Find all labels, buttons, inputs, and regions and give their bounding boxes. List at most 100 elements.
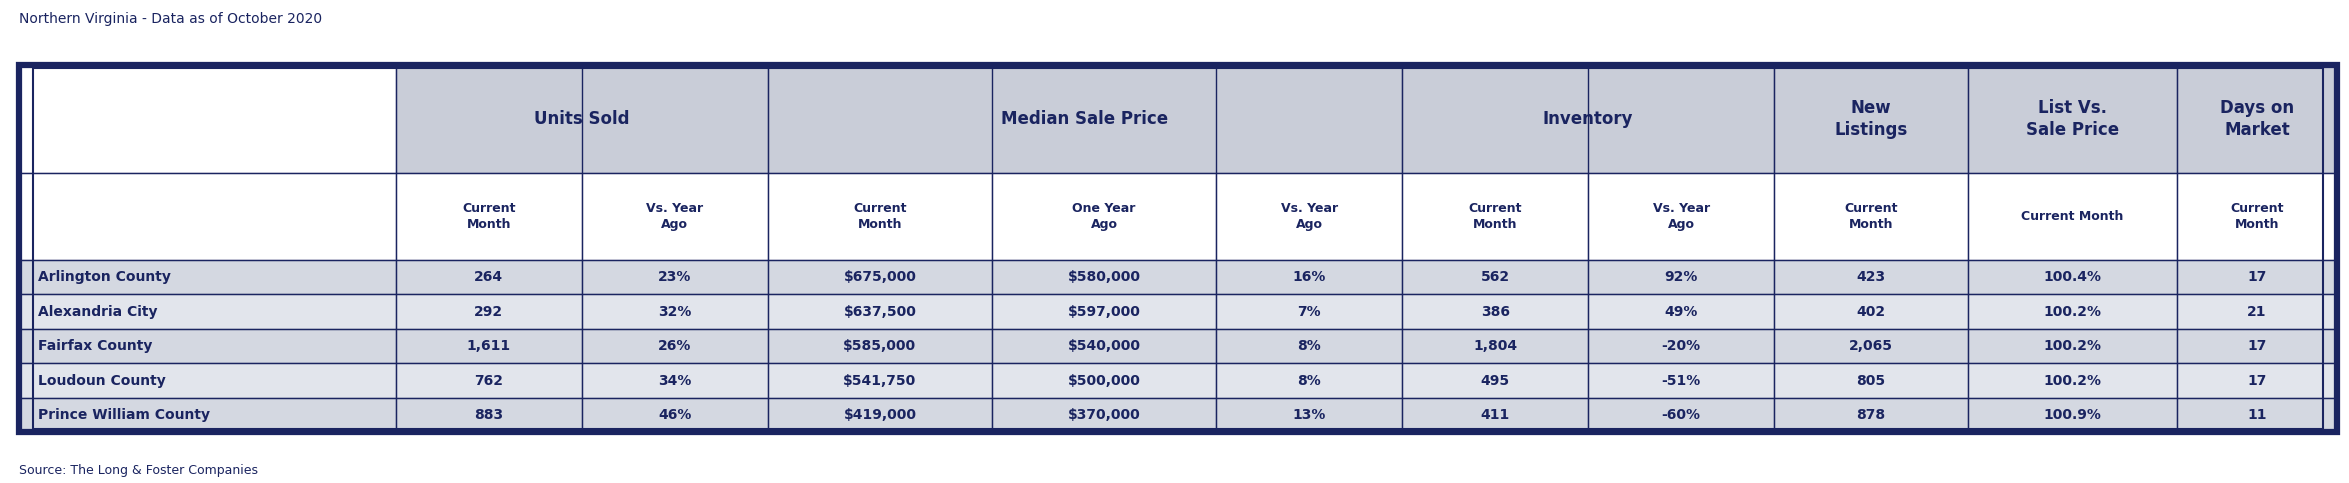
Bar (2178, 363, 2337, 398)
Bar (1588, 260, 1773, 294)
Bar (991, 294, 1217, 329)
Text: 8%: 8% (1297, 339, 1320, 353)
Bar (19, 363, 397, 398)
Text: 34%: 34% (658, 373, 691, 387)
Bar (1588, 173, 1773, 260)
Bar (1588, 329, 1773, 363)
Text: 8%: 8% (1297, 373, 1320, 387)
Bar (1217, 363, 1402, 398)
Text: Prince William County: Prince William County (38, 408, 209, 422)
Bar (1773, 65, 1968, 173)
Text: 292: 292 (474, 304, 503, 318)
Bar (1588, 363, 1773, 398)
Bar (2178, 173, 2337, 260)
Bar (1402, 65, 1773, 173)
Bar (2178, 294, 2337, 329)
Bar (1402, 363, 1588, 398)
Text: 1,804: 1,804 (1473, 339, 1517, 353)
Text: Fairfax County: Fairfax County (38, 339, 153, 353)
Text: 402: 402 (1856, 304, 1886, 318)
Text: Vs. Year
Ago: Vs. Year Ago (1654, 202, 1710, 231)
Bar (33, 68, 2323, 429)
Bar (1968, 398, 2178, 432)
Text: Inventory: Inventory (1543, 110, 1633, 128)
Bar (1968, 294, 2178, 329)
Text: 17: 17 (2248, 339, 2267, 353)
Bar (397, 65, 768, 173)
Bar (19, 173, 397, 260)
Bar (583, 260, 768, 294)
Text: $580,000: $580,000 (1069, 270, 1142, 284)
Bar (2178, 260, 2337, 294)
Text: 100.2%: 100.2% (2044, 304, 2102, 318)
Text: 883: 883 (474, 408, 503, 422)
Bar (1217, 173, 1402, 260)
Bar (583, 363, 768, 398)
Text: $637,500: $637,500 (843, 304, 916, 318)
Bar (583, 329, 768, 363)
Text: 7%: 7% (1297, 304, 1320, 318)
Bar (768, 173, 991, 260)
Bar (1217, 329, 1402, 363)
Text: 100.4%: 100.4% (2044, 270, 2102, 284)
Bar (1588, 294, 1773, 329)
Text: 264: 264 (474, 270, 503, 284)
Text: -51%: -51% (1661, 373, 1701, 387)
Text: Northern Virginia - Data as of October 2020: Northern Virginia - Data as of October 2… (19, 12, 322, 26)
Text: One Year
Ago: One Year Ago (1073, 202, 1137, 231)
Text: Median Sale Price: Median Sale Price (1001, 110, 1167, 128)
Bar (19, 294, 397, 329)
Bar (397, 398, 583, 432)
Bar (1588, 398, 1773, 432)
Bar (397, 173, 583, 260)
Bar (768, 398, 991, 432)
Bar (19, 65, 397, 173)
Text: List Vs.
Sale Price: List Vs. Sale Price (2025, 99, 2119, 140)
Bar (2178, 398, 2337, 432)
Text: 762: 762 (474, 373, 503, 387)
Text: Current
Month: Current Month (2229, 202, 2283, 231)
Text: Alexandria City: Alexandria City (38, 304, 157, 318)
Bar (19, 398, 397, 432)
Bar (1968, 260, 2178, 294)
Bar (1217, 398, 1402, 432)
Bar (1773, 329, 1968, 363)
Text: -20%: -20% (1661, 339, 1701, 353)
Text: 11: 11 (2248, 408, 2267, 422)
Bar (19, 329, 397, 363)
Text: $540,000: $540,000 (1069, 339, 1142, 353)
Text: 49%: 49% (1665, 304, 1698, 318)
Text: Days on
Market: Days on Market (2220, 99, 2295, 140)
Bar (991, 398, 1217, 432)
Bar (1968, 65, 2178, 173)
Bar (1773, 260, 1968, 294)
Text: $419,000: $419,000 (843, 408, 916, 422)
Bar (2178, 329, 2337, 363)
Bar (991, 329, 1217, 363)
Text: 562: 562 (1480, 270, 1510, 284)
Text: 495: 495 (1480, 373, 1510, 387)
Bar (19, 260, 397, 294)
Text: -60%: -60% (1661, 408, 1701, 422)
Text: 100.2%: 100.2% (2044, 373, 2102, 387)
Bar (1968, 173, 2178, 260)
Text: 46%: 46% (658, 408, 691, 422)
Bar (19, 65, 2337, 432)
Bar (1773, 363, 1968, 398)
Bar (1402, 173, 1588, 260)
Text: $585,000: $585,000 (843, 339, 916, 353)
Text: Current
Month: Current Month (853, 202, 907, 231)
Text: 21: 21 (2248, 304, 2267, 318)
Bar (768, 260, 991, 294)
Bar (583, 294, 768, 329)
Text: $370,000: $370,000 (1069, 408, 1142, 422)
Text: 2,065: 2,065 (1849, 339, 1893, 353)
Bar (1402, 398, 1588, 432)
Text: Current
Month: Current Month (1844, 202, 1898, 231)
Text: 1,611: 1,611 (467, 339, 512, 353)
Text: $675,000: $675,000 (843, 270, 916, 284)
Text: $500,000: $500,000 (1069, 373, 1142, 387)
Text: 878: 878 (1856, 408, 1886, 422)
Bar (1402, 329, 1588, 363)
Text: 26%: 26% (658, 339, 691, 353)
